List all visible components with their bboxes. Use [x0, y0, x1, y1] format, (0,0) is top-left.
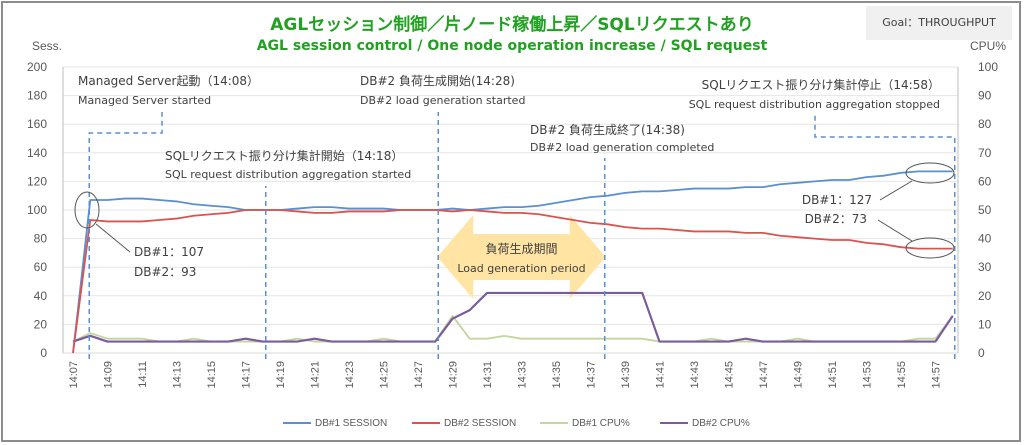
event-2-label-ja: SQLリクエスト振り分け集計開始（14:18） — [165, 148, 403, 163]
y-tick-label: 20 — [34, 317, 48, 331]
event-5-label-ja: SQLリクエスト振り分け集計停止（14:58） — [702, 77, 940, 92]
y-axis-right: 0 10 20 30 40 50 60 70 80 90 100 — [978, 60, 998, 360]
event-markers — [88, 112, 956, 359]
y-tick-label: 180 — [27, 89, 47, 103]
series-line-db-2-session — [72, 209, 953, 354]
y2-tick-label: 100 — [978, 60, 998, 74]
y2-axis-title: CPU% — [970, 39, 1006, 53]
load-period-arrow — [437, 215, 606, 299]
series-lines — [72, 170, 954, 354]
event-4-label-en: DB#2 load generation completed — [530, 141, 714, 154]
series-line-db-2-cpu- — [72, 291, 954, 343]
series-line-db-1-session — [72, 170, 953, 354]
x-tick-label: 14:57 — [931, 361, 943, 389]
y-axis-left: 0 20 40 60 80 100 120 140 160 180 200 — [27, 60, 47, 360]
y2-tick-label: 90 — [978, 89, 992, 103]
y-tick-label: 0 — [40, 346, 47, 360]
event-marker-managed-server-started — [88, 112, 163, 359]
x-tick-label: 14:13 — [172, 361, 184, 389]
x-tick-label: 14:27 — [413, 361, 425, 389]
legend-label: DB#2 SESSION — [444, 418, 516, 429]
y-tick-label: 140 — [27, 146, 47, 160]
chart-title: AGLセッション制御／片ノード稼働上昇／SQLリクエストあり — [270, 15, 754, 35]
callout-1-leader — [95, 223, 131, 253]
chart-subtitle: AGL session control / One node operation… — [256, 38, 768, 54]
load-period-label-ja: 負荷生成期間 — [485, 242, 557, 256]
x-tick-label: 14:19 — [275, 361, 287, 389]
load-period-label-en: Load generation period — [457, 262, 585, 275]
x-axis: 14:07 14:09 14:11 14:13 14:15 14:17 14:19 14:21… — [68, 361, 943, 389]
gridlines — [62, 66, 959, 354]
y-axis-title: Sess. — [32, 39, 62, 53]
y-tick-label: 60 — [34, 260, 48, 274]
x-tick-label: 14:25 — [379, 361, 391, 389]
event-3-label-en: DB#2 load generation started — [360, 94, 525, 107]
x-tick-label: 14:07 — [68, 361, 80, 389]
x-tick-label: 14:21 — [310, 361, 322, 389]
x-tick-label: 14:29 — [448, 361, 460, 389]
legend-label: DB#1 SESSION — [315, 418, 387, 429]
x-tick-label: 14:55 — [896, 361, 908, 389]
y2-tick-label: 30 — [978, 260, 992, 274]
x-tick-label: 14:47 — [758, 361, 770, 389]
x-tick-label: 14:51 — [827, 361, 839, 389]
callout-2-leader-db1 — [879, 180, 913, 201]
goal-badge: Goal：THROUGHPUT — [866, 6, 1012, 40]
x-tick-label: 14:15 — [206, 361, 218, 389]
x-tick-label: 14:09 — [103, 361, 115, 389]
y-tick-label: 160 — [27, 117, 47, 131]
callout-2-line2: DB#2：73 — [805, 212, 867, 226]
x-tick-label: 14:53 — [862, 361, 874, 389]
x-tick-label: 14:37 — [586, 361, 598, 389]
callout-2-line1: DB#1：127 — [802, 193, 872, 207]
callouts: DB#1：107 DB#2：93 DB#1：127 DB#2：73 — [74, 162, 955, 279]
y-tick-label: 80 — [34, 232, 48, 246]
callout-2-leader-db2 — [877, 219, 913, 242]
y-tick-label: 200 — [27, 60, 47, 74]
y2-tick-label: 0 — [978, 346, 985, 360]
y2-tick-label: 10 — [978, 317, 992, 331]
event-5-label-en: SQL request distribution aggregation sto… — [689, 98, 940, 111]
y-tick-label: 100 — [27, 203, 47, 217]
callout-1-line1: DB#1：107 — [134, 245, 204, 259]
x-tick-label: 14:17 — [241, 361, 253, 389]
event-marker-aggregation-stopped — [814, 115, 956, 359]
callout-2-ellipse-db2 — [905, 237, 955, 259]
event-3-label-ja: DB#2 負荷生成開始(14:28) — [360, 74, 515, 88]
x-tick-label: 14:31 — [482, 361, 494, 389]
x-tick-label: 14:45 — [724, 361, 736, 389]
y2-tick-label: 70 — [978, 146, 992, 160]
callout-1-ellipse — [74, 191, 100, 229]
x-tick-label: 14:41 — [655, 361, 667, 389]
callout-2-ellipse-db1 — [905, 162, 955, 184]
x-tick-label: 14:35 — [551, 361, 563, 389]
legend-label: DB#1 CPU% — [572, 418, 630, 429]
x-tick-label: 14:39 — [620, 361, 632, 389]
y2-tick-label: 80 — [978, 117, 992, 131]
event-1-label-en: Managed Server started — [78, 94, 211, 107]
x-tick-label: 14:23 — [344, 361, 356, 389]
x-tick-label: 14:43 — [689, 361, 701, 389]
callout-1-line2: DB#2：93 — [134, 265, 196, 279]
legend-label: DB#2 CPU% — [692, 418, 750, 429]
legend: DB#1 SESSION DB#2 SESSION DB#1 CPU% DB#2 CP… — [283, 418, 750, 429]
y2-tick-label: 50 — [978, 203, 992, 217]
x-tick-label: 14:33 — [517, 361, 529, 389]
y-tick-label: 40 — [34, 289, 48, 303]
x-tick-label: 14:49 — [793, 361, 805, 389]
y2-tick-label: 40 — [978, 232, 992, 246]
y-tick-label: 120 — [27, 174, 47, 188]
y2-tick-label: 60 — [978, 174, 992, 188]
y2-tick-label: 20 — [978, 289, 992, 303]
x-tick-label: 14:11 — [137, 361, 149, 388]
event-4-label-ja: DB#2 負荷生成終了(14:38) — [530, 122, 685, 137]
event-2-label-en: SQL request distribution aggregation sta… — [165, 168, 411, 181]
event-1-label-ja: Managed Server起動（14:08） — [78, 74, 259, 88]
series-line-db-1-cpu- — [72, 314, 954, 343]
